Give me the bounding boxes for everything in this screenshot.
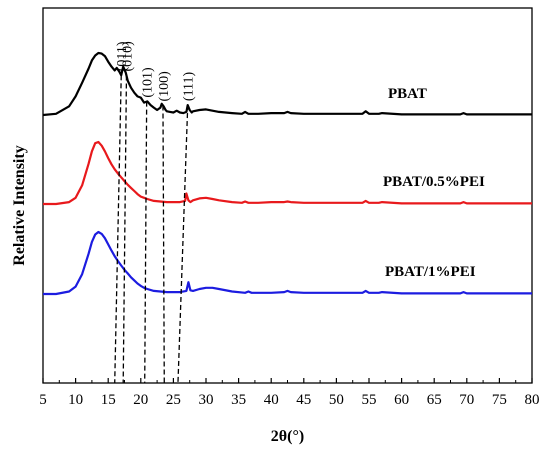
x-tick-label: 15 xyxy=(101,392,116,408)
x-tick-label: 40 xyxy=(264,392,279,408)
peak-label: (101) xyxy=(141,67,156,98)
peak-line xyxy=(122,75,128,384)
x-tick-label: 10 xyxy=(68,392,83,408)
x-tick-label: 75 xyxy=(492,392,507,408)
x-tick-label: 25 xyxy=(166,392,181,408)
series-line-0 xyxy=(42,51,532,117)
y-axis-label: Relative Intensity xyxy=(11,145,28,265)
plot-area: 5 10 15 20 25 30 35 40 45 50 55 60 65 70 75 80 PBAT PBAT/… xyxy=(39,7,540,408)
peak-label: (100) xyxy=(157,71,172,102)
x-tick-label: 30 xyxy=(199,392,214,408)
series-line-1 xyxy=(43,140,532,206)
x-tick-label: 60 xyxy=(394,392,409,408)
x-tick-label: 20 xyxy=(133,392,148,408)
x-axis-label: 2θ(°) xyxy=(271,428,304,445)
peak-label: (011) xyxy=(115,41,130,71)
series-label-0: PBAT xyxy=(388,86,427,102)
peak-label: (111) xyxy=(182,71,197,101)
x-tick-label: 55 xyxy=(362,392,377,408)
series-line-2 xyxy=(43,230,532,296)
series-label-2: PBAT/1%PEI xyxy=(385,264,476,280)
peak-label: (010) xyxy=(120,41,135,72)
x-tick-label: 50 xyxy=(329,392,344,408)
x-tick-label: 45 xyxy=(296,392,311,408)
x-tick-label: 5 xyxy=(39,392,47,408)
x-tick-label: 80 xyxy=(525,392,540,408)
peak-line xyxy=(177,105,189,384)
x-tick-label: 70 xyxy=(459,392,474,408)
x-tick-label: 65 xyxy=(427,392,442,408)
peak-line xyxy=(114,75,122,384)
peak-line xyxy=(162,105,165,384)
peak-line xyxy=(144,101,148,384)
series-label-1: PBAT/0.5%PEI xyxy=(383,174,485,190)
x-tick-label: 35 xyxy=(231,392,246,408)
